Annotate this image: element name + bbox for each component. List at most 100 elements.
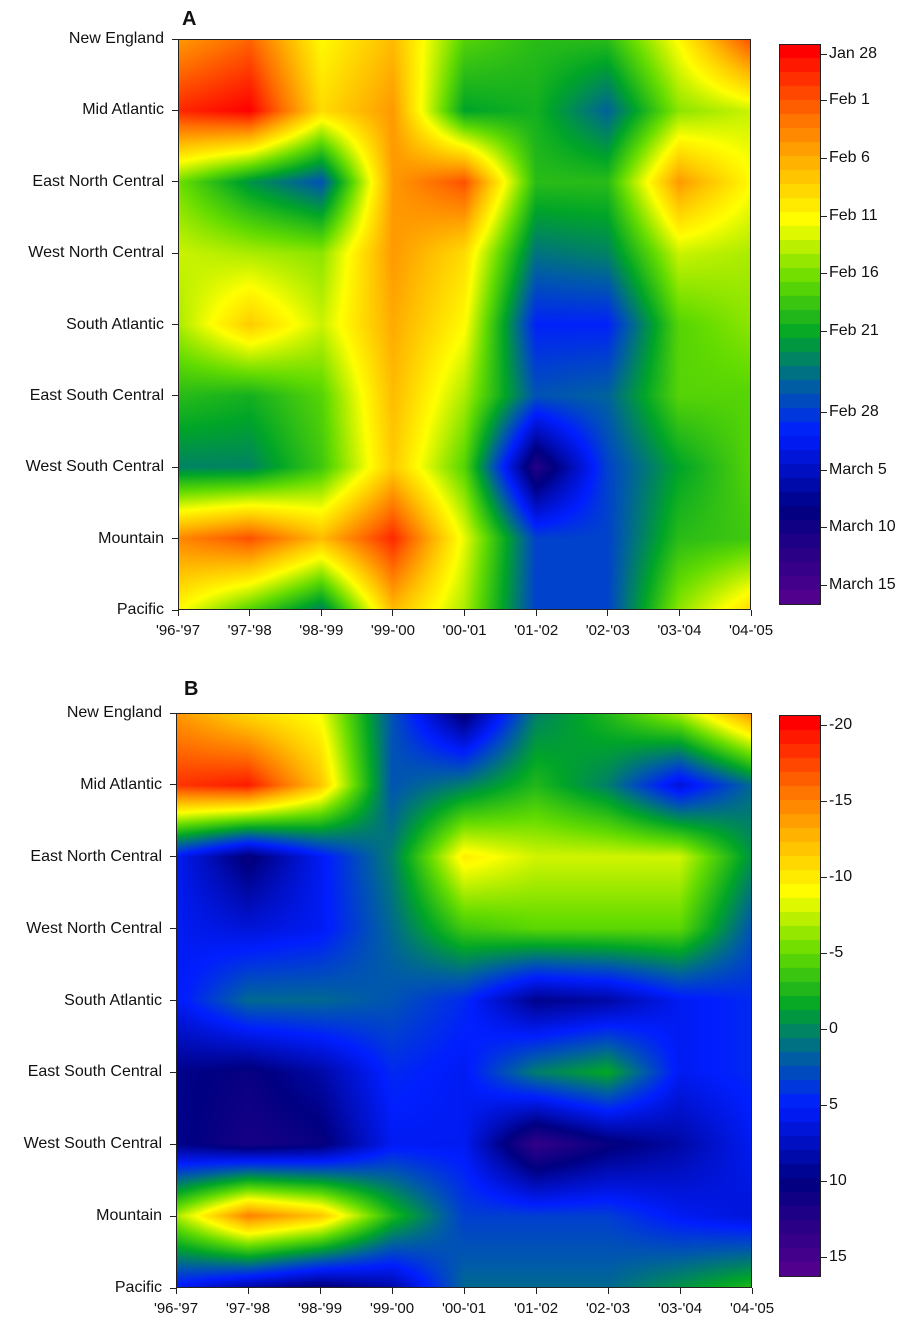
row-label: Pacific	[114, 1279, 162, 1296]
x-tick	[247, 1288, 249, 1294]
x-tick	[249, 610, 251, 616]
row-label: East North Central	[32, 172, 164, 190]
column-label: '99-'00	[369, 1300, 415, 1317]
x-tick	[679, 1288, 681, 1294]
x-tick	[607, 1288, 609, 1294]
colorbar-gradient-b	[780, 716, 820, 1276]
colorbar-tick	[821, 411, 827, 413]
colorbar-tick	[821, 100, 827, 102]
row-label: South Atlantic	[66, 315, 164, 333]
heatmap-plot-a	[178, 39, 751, 610]
colorbar-tick	[821, 1029, 827, 1030]
colorbar-tick	[821, 469, 827, 471]
column-label: '01-'02	[513, 1300, 559, 1317]
colorbar-label: -5	[829, 944, 844, 961]
colorbar-tick	[821, 1105, 827, 1106]
colorbar-label: 10	[829, 1172, 847, 1189]
x-tick	[678, 610, 680, 616]
y-tick	[170, 712, 176, 714]
colorbar-gradient-a	[780, 45, 820, 604]
y-tick	[170, 1071, 176, 1073]
heatmap-panel-b: B New England Mid Atlantic East North Cent…	[0, 672, 904, 1322]
column-label: '99-'00	[370, 622, 415, 639]
x-tick	[750, 610, 752, 616]
column-label: '04-'05	[728, 622, 774, 639]
colorbar-tick	[821, 273, 827, 275]
colorbar-label: Feb 21	[829, 322, 879, 340]
column-label: '96-'97	[153, 1300, 199, 1317]
colorbar-tick	[821, 801, 827, 802]
row-label: Mid Atlantic	[82, 101, 164, 119]
colorbar-tick	[821, 1181, 827, 1182]
colorbar-label: Feb 16	[829, 264, 879, 282]
row-label: Mid Atlantic	[80, 775, 162, 793]
colorbar-label: -15	[829, 792, 853, 809]
y-tick	[170, 1000, 176, 1001]
colorbar-tick	[821, 215, 827, 217]
row-label: South Atlantic	[64, 991, 162, 1009]
colorbar-tick	[821, 331, 827, 333]
row-label: West South Central	[25, 458, 164, 476]
colorbar-label: 5	[829, 1096, 838, 1113]
y-tick	[170, 1287, 176, 1289]
x-tick	[463, 1288, 465, 1294]
colorbar-label: 0	[829, 1020, 838, 1037]
column-label: '98-'99	[297, 1300, 343, 1317]
colorbar-tick	[821, 585, 827, 586]
row-label: East South Central	[27, 1063, 162, 1081]
y-tick	[170, 928, 176, 930]
colorbar-label: 15	[829, 1248, 847, 1265]
colorbar-label: -20	[829, 716, 853, 733]
colorbar-tick	[821, 725, 827, 726]
x-tick	[535, 610, 537, 616]
row-label: East North Central	[30, 847, 162, 865]
colorbar-label: Feb 6	[829, 148, 870, 166]
row-label: New England	[66, 704, 162, 721]
column-label: '01-'02	[514, 622, 559, 639]
y-tick	[172, 181, 178, 183]
row-label: Mountain	[98, 529, 164, 547]
colorbar-label: March 15	[829, 576, 896, 593]
row-label: East South Central	[29, 386, 164, 404]
y-tick	[172, 609, 178, 611]
colorbar-tick	[821, 1257, 827, 1258]
y-tick	[172, 324, 178, 325]
y-tick	[170, 784, 176, 786]
x-tick	[751, 1288, 753, 1294]
row-labels-a: New England Mid Atlantic East North Centra…	[0, 0, 164, 652]
column-label: '02-'03	[585, 622, 630, 639]
colorbar-label: Feb 1	[829, 91, 870, 109]
colorbar-tick	[821, 157, 827, 159]
colorbar-label: Feb 28	[829, 402, 879, 420]
column-label: '96-'97	[155, 622, 201, 639]
x-tick	[392, 610, 394, 616]
y-tick	[170, 1143, 176, 1145]
colorbar-label: -10	[829, 868, 853, 885]
colorbar-tick	[821, 953, 827, 954]
column-label: '98-'99	[299, 622, 344, 639]
colorbar-tick	[821, 877, 827, 878]
colorbar-tick	[821, 54, 827, 55]
row-label: West North Central	[28, 244, 164, 262]
y-tick	[172, 38, 178, 40]
colorbar-label: March 10	[829, 518, 896, 536]
x-tick	[607, 610, 609, 616]
column-label: '97-'98	[227, 622, 272, 639]
y-tick	[172, 109, 178, 111]
y-tick	[172, 466, 178, 468]
column-label: '00-'01	[441, 1300, 487, 1317]
row-label: Mountain	[96, 1207, 162, 1225]
colorbar-label: March 5	[829, 460, 887, 478]
column-label: '02-'03	[585, 1300, 631, 1317]
heatmap-surface-a	[178, 39, 751, 610]
row-label: New England	[68, 30, 164, 47]
column-label: '00-'01	[442, 622, 487, 639]
y-tick	[172, 252, 178, 254]
x-tick	[391, 1288, 393, 1294]
x-tick	[177, 610, 179, 616]
colorbar-a	[779, 44, 821, 605]
y-tick	[172, 395, 178, 397]
heatmap-plot-b	[176, 713, 752, 1288]
x-tick	[464, 610, 465, 616]
panel-label-b: B	[184, 678, 199, 700]
